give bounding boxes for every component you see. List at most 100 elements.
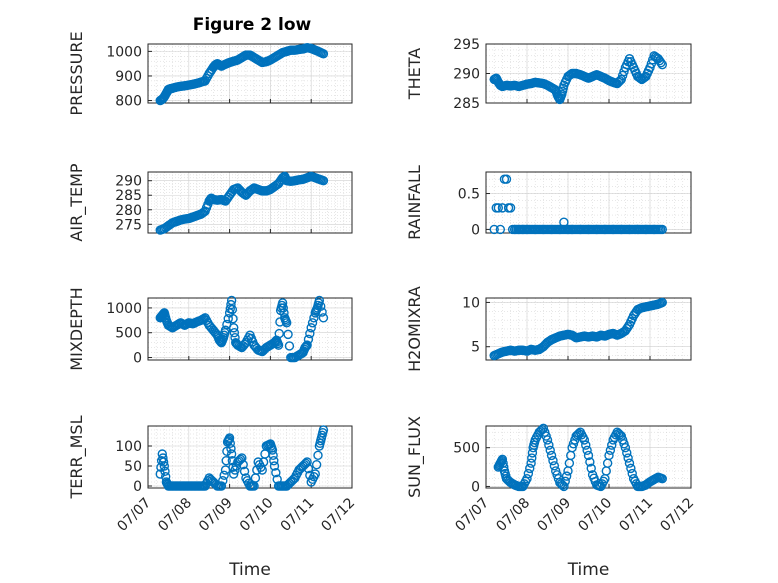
data-point xyxy=(229,328,240,338)
data-point xyxy=(158,457,169,467)
axes-box xyxy=(147,171,353,234)
y-tick-label: 0 xyxy=(471,222,480,238)
y-tick-label: 10 xyxy=(462,295,480,311)
y-tick-label: 500 xyxy=(453,441,480,457)
data-point xyxy=(623,321,633,332)
y-axis-label: AIR_TEMP xyxy=(67,163,87,241)
y-tick-label: 1000 xyxy=(106,44,142,60)
data-points xyxy=(493,423,667,492)
data-points xyxy=(489,174,667,235)
data-point xyxy=(313,450,323,461)
data-point xyxy=(620,443,631,453)
x-tick-label: 07/08 xyxy=(493,495,533,535)
y-tick-label: 100 xyxy=(115,439,142,455)
data-point xyxy=(284,341,295,351)
data-point xyxy=(226,443,236,454)
data-point xyxy=(581,440,591,450)
data-point xyxy=(526,458,536,468)
data-point xyxy=(302,457,312,467)
x-tick-label: 07/11 xyxy=(616,495,656,535)
data-point xyxy=(268,450,278,461)
data-point xyxy=(615,430,625,440)
data-point xyxy=(226,299,236,310)
y-tick-label: 280 xyxy=(115,203,142,219)
y-tick-label: 800 xyxy=(115,94,142,110)
data-point xyxy=(318,176,329,186)
data-point xyxy=(548,455,558,466)
panel-mixdepth: 0 500 1000 MIXDEPTH xyxy=(67,287,353,371)
x-tick-label: 07/09 xyxy=(196,495,236,535)
data-point xyxy=(159,461,170,471)
data-point xyxy=(223,313,233,324)
data-point xyxy=(499,462,509,472)
y-tick-label: 295 xyxy=(453,37,480,53)
y-tick-label: 5 xyxy=(471,340,480,356)
y-axis-label: THETA xyxy=(405,48,424,100)
y-tick-label: 285 xyxy=(115,188,142,204)
data-point xyxy=(221,455,231,466)
data-point xyxy=(271,467,281,478)
data-point xyxy=(505,203,516,213)
panel-h2omixra: 5 10 H2OMIXRA xyxy=(405,286,692,372)
y-axis-label: SUN_FLUX xyxy=(405,416,425,498)
y-tick-label: 0.5 xyxy=(458,187,480,203)
y-tick-label: 50 xyxy=(124,459,142,475)
data-point xyxy=(317,307,327,317)
data-point xyxy=(230,465,240,475)
data-point xyxy=(537,424,547,435)
data-point xyxy=(318,313,329,323)
y-tick-label: 0 xyxy=(133,351,142,367)
data-point xyxy=(226,295,237,306)
data-point xyxy=(160,466,170,477)
data-point xyxy=(155,469,165,479)
data-point xyxy=(220,325,231,335)
y-tick-label: 275 xyxy=(115,217,142,233)
y-axis-label: H2OMIXRA xyxy=(405,286,424,372)
y-tick-label: 285 xyxy=(453,96,480,112)
data-point xyxy=(546,450,557,461)
data-point xyxy=(583,450,594,461)
x-tick-label: 07/10 xyxy=(575,495,615,535)
data-point xyxy=(227,304,238,315)
data-point xyxy=(228,469,239,479)
x-tick-label: 07/09 xyxy=(534,495,574,535)
data-point xyxy=(604,450,614,461)
data-point xyxy=(216,481,227,491)
data-point xyxy=(525,463,535,474)
data-point xyxy=(303,334,314,345)
axes-box xyxy=(147,43,353,104)
data-point xyxy=(274,328,284,339)
data-points xyxy=(155,295,329,363)
data-point xyxy=(657,474,667,484)
data-point xyxy=(586,463,596,474)
data-point xyxy=(495,224,506,235)
data-point xyxy=(560,476,570,486)
grid xyxy=(485,171,692,233)
data-point xyxy=(645,62,655,73)
data-point xyxy=(522,474,532,484)
figure-title: Figure 2 low xyxy=(193,15,312,35)
data-point xyxy=(634,72,644,83)
data-point xyxy=(646,58,657,69)
data-point xyxy=(616,74,626,85)
axes-box xyxy=(485,297,692,361)
data-point xyxy=(544,440,554,450)
data-point xyxy=(605,445,616,455)
data-point xyxy=(613,77,624,87)
data-point xyxy=(582,445,592,455)
data-point xyxy=(305,328,315,339)
data-point xyxy=(225,438,235,449)
data-point xyxy=(549,461,560,471)
data-point xyxy=(626,463,636,474)
y-tick-label: 290 xyxy=(115,174,142,190)
y-tick-label: 0 xyxy=(133,479,142,495)
data-point xyxy=(579,435,590,445)
x-tick-label: 07/08 xyxy=(155,495,195,535)
data-point xyxy=(316,301,326,311)
data-point xyxy=(282,318,292,328)
data-point xyxy=(501,174,512,184)
y-tick-label: 1000 xyxy=(106,301,142,317)
data-point xyxy=(279,308,289,318)
data-point xyxy=(318,425,329,435)
panel-pressure: 800 900 1000 PRESSURE xyxy=(67,31,353,116)
